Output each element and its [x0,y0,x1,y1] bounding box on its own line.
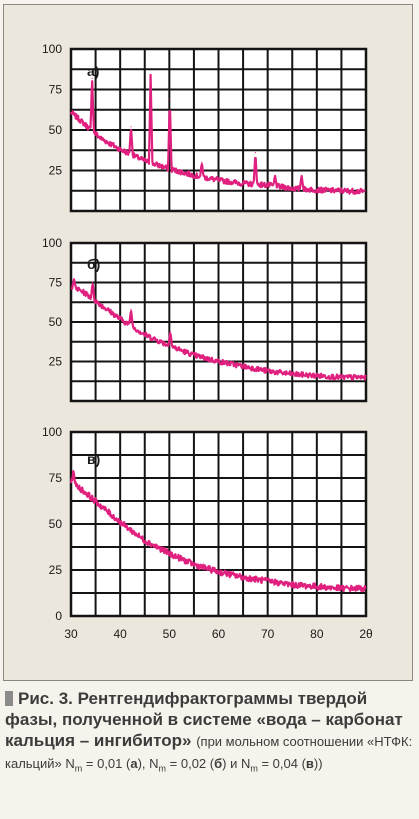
y-tick-label: 25 [49,355,63,369]
plot-border [69,47,368,213]
y-tick-label: 25 [49,164,63,178]
y-tick-label: 50 [49,123,63,137]
diffraction-peak [169,98,171,100]
diffraction-peak [73,278,75,280]
panel-2: 100 75 50 25 б) [42,236,368,403]
diffraction-peak [169,330,171,333]
x-tick-label: 50 [163,627,177,641]
diffraction-peak [274,174,276,176]
x-tick-label: 80 [310,627,324,641]
diffraction-peak [130,308,132,310]
x-tick-label: 40 [113,627,127,641]
y-tick-label: 50 [49,315,63,329]
diffraction-peak [301,174,303,176]
caption-marker [5,691,13,706]
panel-label: в) [87,451,100,467]
y-tick-label: 50 [49,517,63,531]
diffraction-peak [72,470,75,472]
y-tick-label: 75 [49,83,63,97]
panel-3: 100 75 50 25 0 в) [42,425,368,623]
diffraction-peak [201,161,203,163]
plot-border [69,241,368,403]
diffraction-peak [254,152,256,154]
diffraction-peak [130,126,132,128]
y-tick-label: 100 [42,42,62,56]
diffraction-series-line [69,73,366,195]
caption-note: (при мольном соотношении «НТФК: кальций»… [5,734,413,774]
diffraction-peak [92,281,94,284]
y-tick-label: 25 [49,563,63,577]
caption-title: Рис. 3. Рентгендифрактограммы твердой фа… [5,689,403,750]
y-tick-label: 0 [55,609,62,623]
diffraction-series-line [69,470,367,593]
y-tick-label: 100 [42,236,62,250]
panel-label: б) [87,256,100,272]
diffraction-peak [91,77,93,79]
panel-1: 100 75 50 25 а) [42,42,368,213]
diffraction-peak [150,74,152,76]
x-tick-label: 60 [212,627,226,641]
y-tick-label: 100 [42,425,62,439]
xrd-chart: 100 75 50 25 а) 100 75 50 25 б) 100 75 50 25 0 в) 30 40 5… [42,42,373,641]
x-axis-label: 2θ [359,627,373,641]
diffraction-series-line [70,278,367,381]
figure-caption: Рис. 3. Рентгендифрактограммы твердой фа… [5,688,415,780]
x-tick-label: 30 [64,627,78,641]
y-tick-label: 75 [49,471,63,485]
panel-label: а) [87,63,99,79]
plot-border [69,430,368,618]
x-tick-label: 70 [261,627,275,641]
y-tick-label: 75 [49,276,63,290]
